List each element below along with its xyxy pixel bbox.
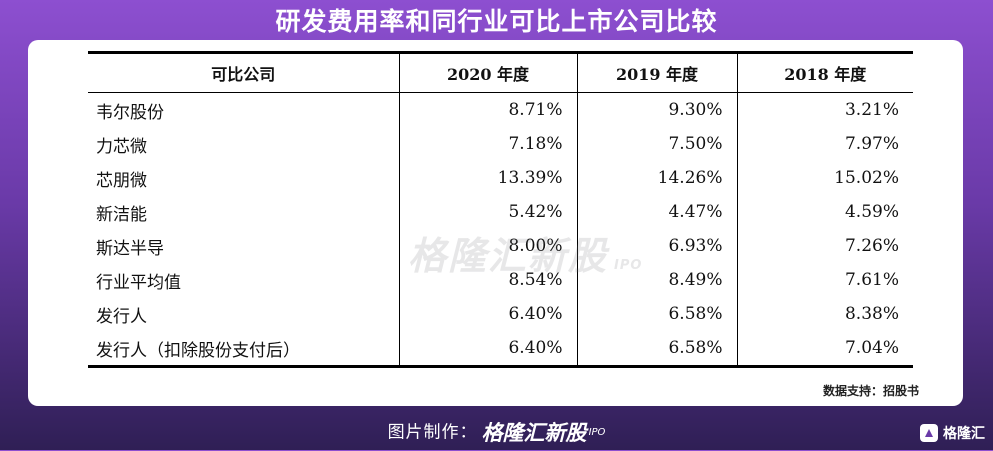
table-header-row: 可比公司 2020 年度 2019 年度 2018 年度 [88,52,913,93]
footer-credit: 图片制作： 格隆汇新股 IPO [0,414,993,450]
corner-logo-text: 格隆汇 [943,426,985,442]
cell-2020: 8.71% [399,92,578,127]
cell-2018: 15.02% [834,168,899,188]
cell-2019: 8.49% [577,263,738,297]
cell-2020: 7.18% [399,127,578,161]
column-header: 可比公司 [88,52,400,93]
cell-2020: 8.54% [399,263,578,297]
source-note: 数据支持：招股书 [822,384,919,398]
cell-2018: 7.97% [844,134,899,154]
footer-brand: 格隆汇新股 [481,420,587,445]
column-header: 2018 年度 [737,52,913,93]
cell-2019: 6.58% [577,297,738,331]
cell-2018: 4.59% [844,202,899,222]
column-header: 2019 年度 [577,52,738,93]
table-row: 发行人（扣除股份支付后） 6.40% 6.58% 7.04% [88,331,913,367]
row-company-name: 发行人 [88,297,400,331]
cell-2019: 9.30% [577,92,738,127]
row-company-name: 发行人（扣除股份支付后） [88,331,400,367]
footer-brand-ipo: IPO [588,426,606,438]
row-company-name: 芯朋微 [88,161,400,195]
row-company-name: 力芯微 [88,127,400,161]
cell-2020: 13.39% [399,161,578,195]
cell-2018: 7.61% [844,270,899,290]
table-row: 力芯微 7.18% 7.50% 7.97% [88,127,913,161]
cell-2019: 7.50% [577,127,738,161]
table-row: 发行人 6.40% 6.58% 8.38% [88,297,913,331]
cell-2018: 3.21% [844,100,899,120]
row-company-name: 斯达半导 [88,229,400,263]
cell-2018: 7.26% [844,236,899,256]
table-card: 可比公司 2020 年度 2019 年度 2018 年度 韦尔股份 8.71% … [28,40,963,406]
cell-2019: 4.47% [577,195,738,229]
cell-2018: 7.04% [844,338,899,358]
cell-2018: 8.38% [844,304,899,324]
cell-2019: 14.26% [577,161,738,195]
table-row: 芯朋微 13.39% 14.26% 15.02% [88,161,913,195]
table-row: 行业平均值 8.54% 8.49% 7.61% [88,263,913,297]
cell-2019: 6.58% [577,331,738,367]
row-company-name: 韦尔股份 [88,92,400,127]
corner-logo: 格隆汇 [920,422,985,444]
cell-2020: 5.42% [399,195,578,229]
cell-2020: 6.40% [399,297,578,331]
row-company-name: 行业平均值 [88,263,400,297]
column-header: 2020 年度 [399,52,578,93]
cell-2019: 6.93% [577,229,738,263]
gelonghui-logo-icon [920,424,938,442]
row-company-name: 新洁能 [88,195,400,229]
footer-label: 图片制作： [387,422,478,443]
cell-2020: 8.00% [399,229,578,263]
cell-2020: 6.40% [399,331,578,367]
table-row: 新洁能 5.42% 4.47% 4.59% [88,195,913,229]
table-row: 韦尔股份 8.71% 9.30% 3.21% [88,92,913,127]
table-row: 斯达半导 8.00% 6.93% 7.26% [88,229,913,263]
comparison-table: 可比公司 2020 年度 2019 年度 2018 年度 韦尔股份 8.71% … [88,51,913,368]
page-title: 研发费用率和同行业可比上市公司比较 [275,7,718,36]
